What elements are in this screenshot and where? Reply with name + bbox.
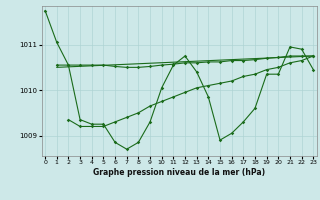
X-axis label: Graphe pression niveau de la mer (hPa): Graphe pression niveau de la mer (hPa) [93, 168, 265, 177]
